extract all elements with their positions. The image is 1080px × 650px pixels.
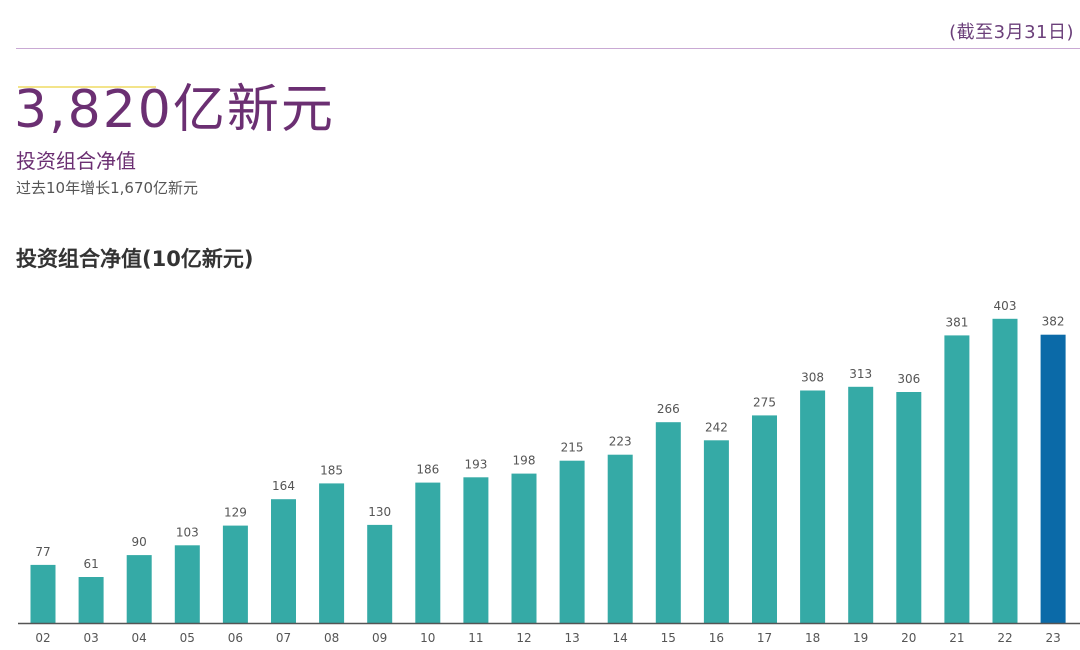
bar-06 [222, 525, 248, 623]
header-divider [16, 48, 1080, 49]
x-tick-label-19: 19 [853, 631, 868, 645]
chart-title: 投资组合净值(10亿新元) [16, 247, 254, 271]
bar-08 [319, 483, 345, 623]
bar-02 [30, 564, 56, 623]
value-label-07: 164 [272, 479, 295, 493]
x-tick-label-22: 22 [997, 631, 1012, 645]
bar-21 [944, 335, 970, 623]
bar-20 [896, 392, 922, 623]
value-label-20: 306 [897, 372, 920, 386]
value-label-11: 193 [464, 457, 487, 471]
value-label-22: 403 [994, 299, 1017, 313]
x-tick-label-23: 23 [1045, 631, 1060, 645]
bar-17 [752, 415, 777, 623]
value-label-02: 77 [35, 545, 50, 559]
value-label-15: 266 [657, 402, 680, 416]
as-of-date-note: (截至3月31日) [949, 22, 1074, 43]
x-tick-label-21: 21 [949, 631, 964, 645]
x-tick-label-12: 12 [516, 631, 531, 645]
bar-04 [126, 555, 152, 623]
bar-chart: 77 02 61 03 90 04 103 05 129 06 164 07 185 08 130 09 186… [18, 299, 1080, 645]
bar-07 [271, 499, 296, 623]
value-label-17: 275 [753, 395, 776, 409]
headline-label: 投资组合净值 [16, 149, 136, 173]
value-label-06: 129 [224, 506, 247, 520]
value-label-05: 103 [176, 525, 199, 539]
x-tick-label-09: 09 [372, 631, 387, 645]
x-tick-label-05: 05 [180, 631, 195, 645]
x-tick-label-14: 14 [613, 631, 628, 645]
value-label-08: 185 [320, 463, 343, 477]
x-tick-label-18: 18 [805, 631, 820, 645]
value-label-03: 61 [83, 557, 98, 571]
accent-underline [18, 86, 156, 88]
bar-13 [559, 460, 585, 623]
value-label-19: 313 [849, 367, 872, 381]
bar-18 [800, 390, 826, 623]
value-label-18: 308 [801, 371, 824, 385]
bar-19 [848, 386, 874, 623]
value-label-14: 223 [609, 435, 632, 449]
bar-03 [78, 577, 104, 623]
x-tick-label-02: 02 [35, 631, 50, 645]
bar-11 [463, 477, 489, 623]
x-tick-label-06: 06 [228, 631, 243, 645]
value-label-04: 90 [132, 535, 147, 549]
bar-16 [703, 440, 729, 623]
value-label-10: 186 [416, 463, 439, 477]
x-tick-label-10: 10 [420, 631, 435, 645]
bar-14 [607, 454, 633, 623]
x-tick-label-16: 16 [709, 631, 724, 645]
bar-23 [1040, 334, 1066, 623]
value-label-16: 242 [705, 420, 728, 434]
x-tick-label-20: 20 [901, 631, 916, 645]
bar-22 [992, 318, 1018, 623]
bar-12 [511, 473, 537, 623]
x-tick-label-15: 15 [661, 631, 676, 645]
value-label-23: 382 [1042, 315, 1065, 329]
x-tick-label-07: 07 [276, 631, 291, 645]
x-tick-label-11: 11 [468, 631, 483, 645]
bar-15 [655, 422, 681, 623]
value-label-13: 215 [561, 441, 584, 455]
bar-05 [174, 545, 200, 623]
x-tick-label-17: 17 [757, 631, 772, 645]
headline-subtext: 过去10年增长1,670亿新元 [16, 179, 199, 197]
x-tick-label-08: 08 [324, 631, 339, 645]
bar-10 [415, 482, 441, 623]
bar-09 [367, 524, 393, 623]
value-label-21: 381 [945, 315, 968, 329]
x-tick-label-03: 03 [83, 631, 98, 645]
value-label-09: 130 [368, 505, 391, 519]
x-tick-label-04: 04 [132, 631, 147, 645]
headline-value: 3,820亿新元 [14, 80, 335, 140]
value-label-12: 198 [513, 454, 536, 468]
x-tick-label-13: 13 [564, 631, 579, 645]
